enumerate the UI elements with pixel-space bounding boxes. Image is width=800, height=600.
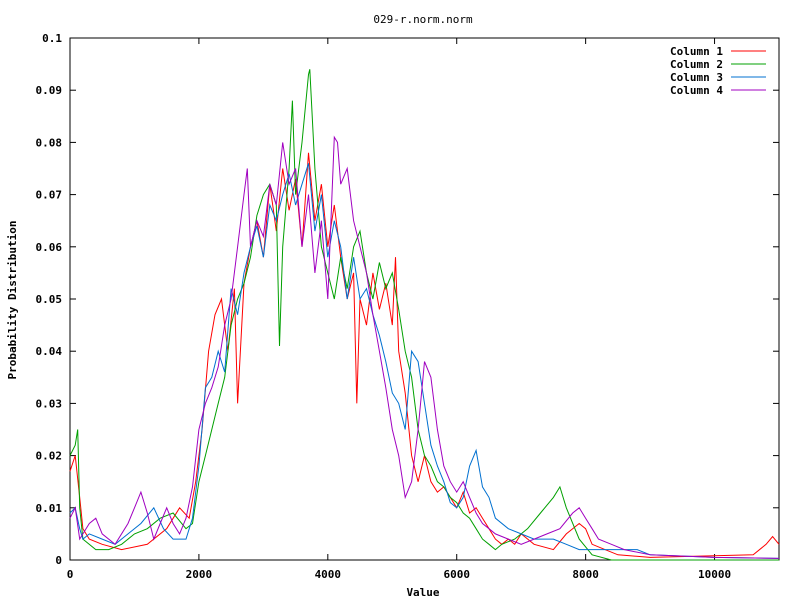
y-tick-label: 0.08 [36, 136, 63, 149]
x-tick-label: 0 [67, 568, 74, 581]
plot-border [69, 37, 780, 561]
y-tick-label: 0.06 [36, 241, 63, 254]
series-lines [69, 69, 780, 561]
y-tick-label: 0 [55, 554, 62, 567]
y-tick-label: 0.1 [42, 32, 62, 45]
y-axis-label: Probability Distribution [6, 221, 19, 380]
x-tick-label: 4000 [315, 568, 342, 581]
y-tick-label: 0.05 [36, 293, 63, 306]
x-tick-label: 6000 [443, 568, 470, 581]
legend-label: Column 3 [670, 71, 723, 84]
x-axis-label: Value [406, 586, 439, 599]
chart-title: 029-r.norm.norm [373, 13, 473, 26]
legend-label: Column 4 [670, 84, 723, 97]
x-tick-label: 2000 [186, 568, 213, 581]
series-line [69, 163, 780, 559]
series-line [69, 69, 779, 561]
y-tick-label: 0.09 [36, 84, 63, 97]
plot-area [69, 37, 780, 561]
legend-label: Column 2 [670, 58, 723, 71]
legend-label: Column 1 [670, 45, 723, 58]
y-tick-label: 0.07 [36, 189, 63, 202]
series-line [69, 135, 780, 559]
axis-ticks: 0 0.01 0.02 0.03 0.04 0.05 0.06 0.07 0.08 0.09 0.1… [36, 32, 779, 581]
y-tick-label: 0.01 [36, 502, 63, 515]
x-tick-label: 8000 [572, 568, 599, 581]
y-tick-label: 0.02 [36, 450, 63, 463]
y-tick-label: 0.03 [36, 397, 63, 410]
y-tick-label: 0.04 [36, 345, 63, 358]
series-line [69, 152, 780, 558]
x-tick-label: 10000 [698, 568, 731, 581]
